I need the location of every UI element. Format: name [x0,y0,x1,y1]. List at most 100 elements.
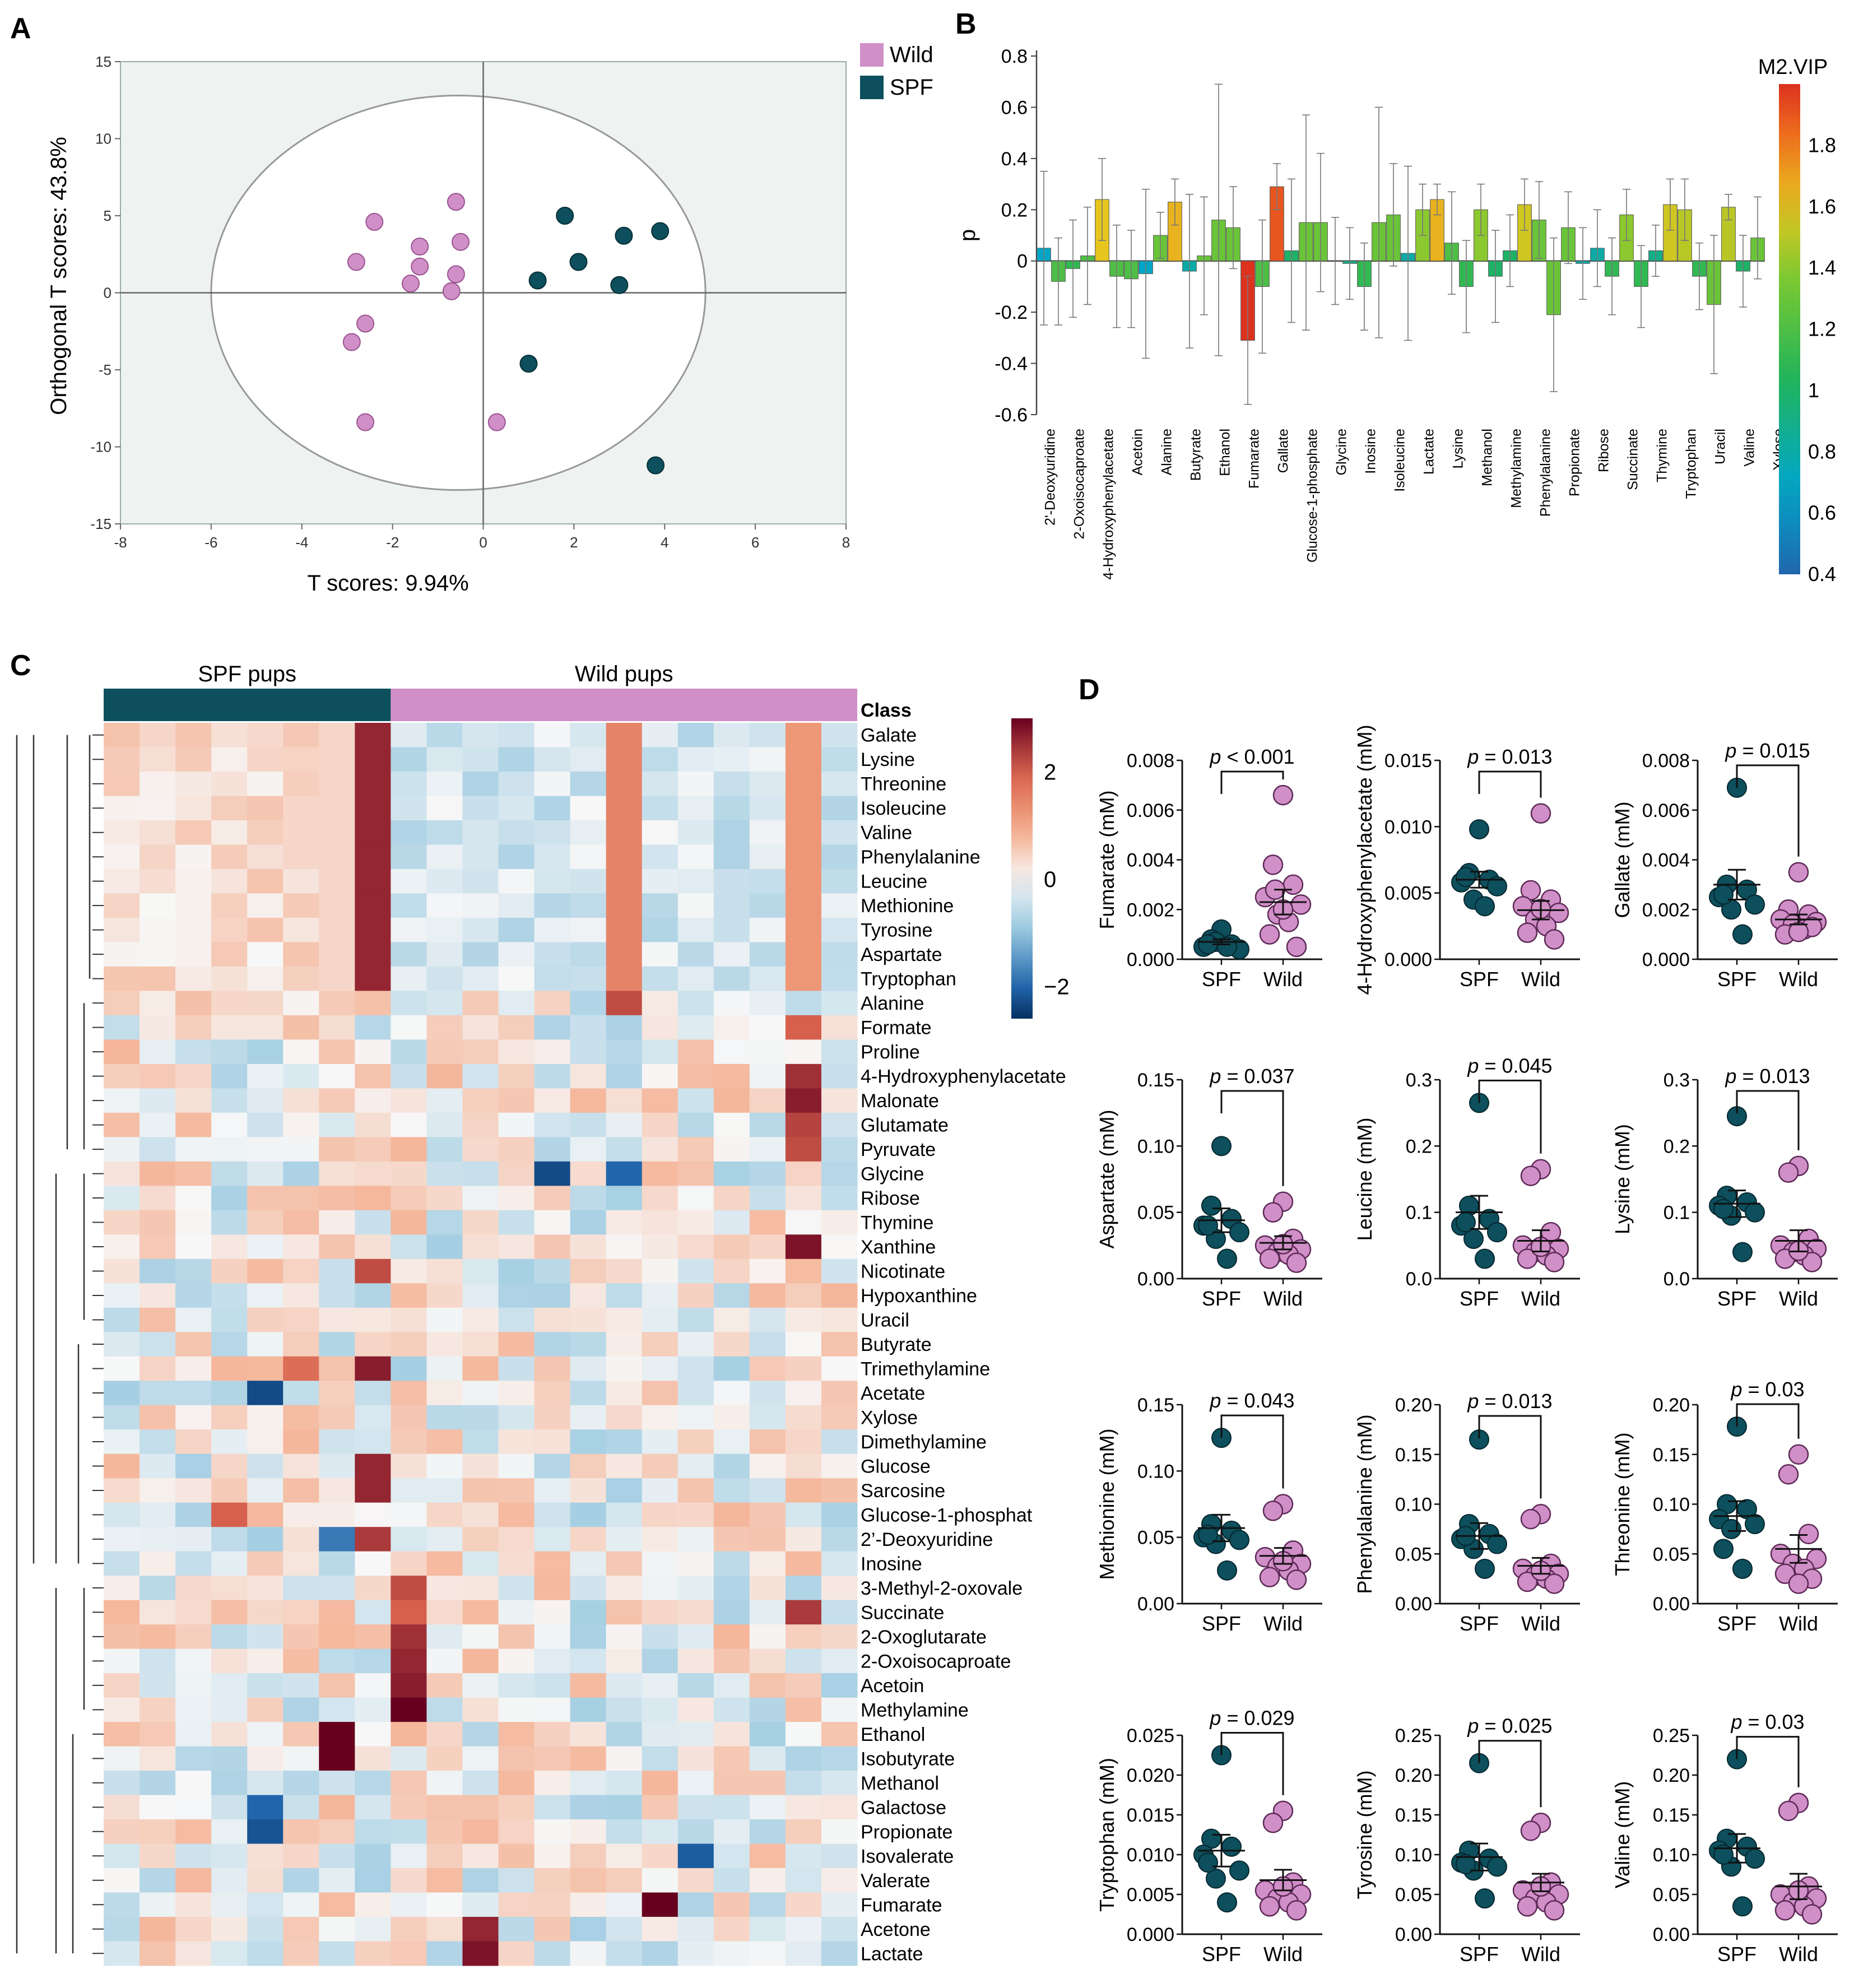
heatmap-row-label: Formate [861,1018,932,1039]
heatmap-cell [391,893,427,918]
heatmap-cell [462,1210,499,1235]
heatmap-cell [247,796,284,821]
heatmap-cell [498,991,535,1016]
heatmap-cell [498,1015,535,1040]
heatmap-cell [140,1478,176,1503]
heatmap-cell [713,1307,750,1332]
heatmap-cell [498,1624,535,1650]
spf-point [1732,1558,1753,1579]
heatmap-cell [534,1381,571,1406]
p-value-label: p = 0.015 [1725,739,1810,762]
heatmap-cell [498,1600,535,1625]
colorbar-tick-label: 0.6 [1808,501,1836,524]
heatmap-cell [283,1868,319,1893]
heatmap-cell [534,1112,571,1137]
heatmap-cell [283,1551,319,1576]
heatmap-cell [104,1356,140,1381]
x-tick-label: Wild [1779,968,1818,991]
heatmap-cell [642,966,679,991]
wild-point [1262,1202,1284,1223]
heatmap-cell [104,868,140,894]
heatmap-cell [104,1892,140,1917]
heatmap-cell [570,1576,607,1601]
heatmap-cell [498,1088,535,1113]
heatmap-cell [391,1673,427,1698]
heatmap-cell [570,1332,607,1357]
heatmap-cell [749,1892,786,1917]
heatmap-cell [355,917,391,942]
heatmap-cell [570,991,607,1016]
heatmap-cell [140,1137,176,1162]
heatmap-cell [211,1917,248,1942]
heatmap-row-label: Methionine [861,895,954,917]
heatmap-cell [247,893,284,918]
wild-point [1778,1800,1799,1822]
heatmap-cell [283,1039,319,1065]
heatmap-cell [247,1283,284,1308]
heatmap-cell [175,771,212,796]
wild-point [411,257,429,276]
heatmap-cell [211,1795,248,1820]
heatmap-cell [462,893,499,918]
heatmap-cell [749,796,786,821]
heatmap-cell [175,1186,212,1211]
heatmap-cell [821,1161,858,1186]
heatmap-cell [319,1186,355,1211]
heatmap-cell [821,1722,858,1747]
colorbar-tick-label: 1.6 [1808,195,1836,218]
heatmap-cell [426,1648,463,1674]
heatmap-cell [104,1502,140,1527]
heatmap-cell [642,917,679,942]
heatmap-cell [498,942,535,967]
heatmap-row-label: Leucine [861,871,927,893]
heatmap-cell [749,1527,786,1552]
heatmap-cell [606,1186,643,1211]
heatmap-cell [211,1527,248,1552]
x-tick-label: Wild [1263,968,1303,991]
heatmap-cell [104,1868,140,1893]
heatmap-cell [175,1478,212,1503]
wild-point [347,253,365,271]
heatmap-cell [749,1161,786,1186]
heatmap-cell [211,868,248,894]
heatmap-cell [642,1186,679,1211]
heatmap-cell [211,1088,248,1113]
heatmap-cell [391,991,427,1016]
heatmap-cell [821,1819,858,1845]
heatmap-cell [175,1527,212,1552]
heatmap-cell [821,917,858,942]
heatmap-cell [606,1015,643,1040]
y-axis-title: Lysine (mM) [1611,1124,1634,1234]
heatmap-row-label: Tyrosine [861,920,933,941]
y-tick-label: 0.008 [1127,750,1174,772]
heatmap-cell [355,868,391,894]
heatmap-cell [140,1624,176,1650]
heatmap-cell [140,966,176,991]
heatmap-cell [247,1307,284,1332]
heatmap-cell [175,1648,212,1674]
wild-point [1259,924,1280,945]
y-tick-label: 0.3 [1406,1070,1432,1091]
heatmap-cell [462,1771,499,1796]
heatmap-cell [283,966,319,991]
y-tick-label: 0.002 [1127,899,1174,921]
spf-point [1487,876,1507,897]
heatmap-cell [140,1551,176,1576]
heatmap-cell [462,1234,499,1260]
heatmap-cell [534,868,571,894]
heatmap-cell [677,1819,714,1845]
heatmap-cell [534,1234,571,1260]
heatmap-cell [606,1283,643,1308]
heatmap-cell [426,1819,463,1845]
heatmap-cell [642,771,679,796]
heatmap-cell [104,1258,140,1284]
heatmap-cell [534,1941,571,1966]
heatmap-cell [534,1576,571,1601]
heatmap-cell [247,1502,284,1527]
significance-bracket [1220,1732,1284,1795]
heatmap-cell [677,1673,714,1698]
heatmap-row-label: Valine [861,823,912,844]
heatmap-cell [498,1186,535,1211]
heatmap-cell [283,747,319,772]
